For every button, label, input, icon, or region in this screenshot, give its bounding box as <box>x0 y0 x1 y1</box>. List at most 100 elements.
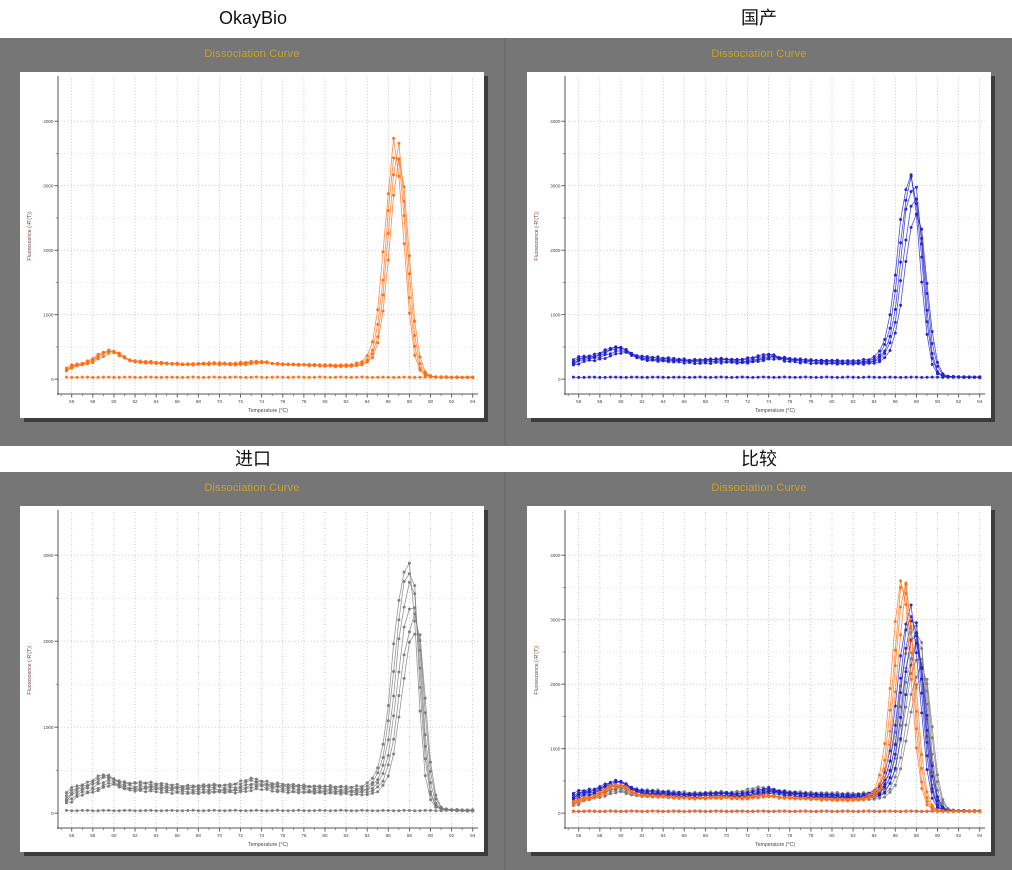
svg-text:2000: 2000 <box>550 682 561 687</box>
svg-text:74: 74 <box>766 833 772 838</box>
svg-text:1000: 1000 <box>43 725 54 730</box>
svg-text:72: 72 <box>238 399 244 404</box>
svg-text:80: 80 <box>829 399 835 404</box>
svg-text:3000: 3000 <box>43 183 54 188</box>
svg-text:88: 88 <box>914 399 920 404</box>
svg-text:68: 68 <box>196 399 202 404</box>
svg-text:72: 72 <box>745 833 751 838</box>
svg-text:94: 94 <box>470 833 476 838</box>
svg-text:1000: 1000 <box>550 746 561 751</box>
svg-text:78: 78 <box>808 833 814 838</box>
svg-text:0: 0 <box>558 377 561 382</box>
svg-text:72: 72 <box>238 833 244 838</box>
svg-text:2000: 2000 <box>43 639 54 644</box>
svg-text:84: 84 <box>872 399 878 404</box>
svg-text:Fluorescence (-R'(T)): Fluorescence (-R'(T)) <box>534 645 540 694</box>
svg-text:64: 64 <box>154 399 160 404</box>
svg-text:88: 88 <box>407 399 413 404</box>
plot-svg-1: 56 58 60 62 64 66 68 70 72 74 76 78 80 82 84 86 88 90 92 94… <box>534 76 985 414</box>
svg-text:86: 86 <box>386 399 392 404</box>
section-title-okaybio: OkayBio <box>218 8 288 28</box>
dissociation-curve-header: Dissociation Curve <box>204 48 300 60</box>
plot-svg-2: 56 58 60 62 64 66 68 70 72 74 76 78 80 82 84 86 88 90 92 94… <box>27 510 478 848</box>
svg-text:82: 82 <box>344 833 350 838</box>
dissociation-curve-header: Dissociation Curve <box>711 482 807 494</box>
svg-text:58: 58 <box>90 399 96 404</box>
svg-text:84: 84 <box>365 833 371 838</box>
svg-text:66: 66 <box>682 833 688 838</box>
svg-text:Temperature (°C): Temperature (°C) <box>755 842 795 848</box>
section-title-jinkou: 进口 <box>235 449 271 469</box>
svg-text:94: 94 <box>977 399 983 404</box>
svg-text:60: 60 <box>111 399 117 404</box>
svg-text:58: 58 <box>597 399 603 404</box>
svg-text:72: 72 <box>745 399 751 404</box>
svg-text:76: 76 <box>787 833 793 838</box>
svg-text:60: 60 <box>618 399 624 404</box>
svg-text:56: 56 <box>576 833 582 838</box>
svg-text:78: 78 <box>301 833 307 838</box>
svg-text:58: 58 <box>597 833 603 838</box>
svg-text:86: 86 <box>893 833 899 838</box>
svg-text:0: 0 <box>51 377 54 382</box>
plot-area-jinkou: 56 58 60 62 64 66 68 70 72 74 76 78 80 82 84 86 88 90 92 94… <box>20 506 484 852</box>
svg-text:3000: 3000 <box>43 553 54 558</box>
svg-text:92: 92 <box>956 399 962 404</box>
panel-jinkou: Dissociation Curve 56 58 60 62 64 66 68 70 72 74 7… <box>0 472 506 870</box>
svg-text:70: 70 <box>724 399 730 404</box>
svg-text:90: 90 <box>935 833 941 838</box>
svg-text:1000: 1000 <box>550 312 561 317</box>
svg-text:90: 90 <box>935 399 941 404</box>
svg-text:76: 76 <box>787 399 793 404</box>
svg-text:74: 74 <box>766 399 772 404</box>
svg-text:94: 94 <box>470 399 476 404</box>
svg-text:3000: 3000 <box>550 183 561 188</box>
svg-text:66: 66 <box>175 833 181 838</box>
svg-text:1000: 1000 <box>43 312 54 317</box>
plot-svg-3: 56 58 60 62 64 66 68 70 72 74 76 78 80 82 84 86 88 90 92 94… <box>534 510 985 848</box>
panels-row-top: Dissociation Curve 56 58 60 62 64 66 68 70 72 74 7… <box>0 38 1012 446</box>
svg-text:86: 86 <box>386 833 392 838</box>
svg-text:4000: 4000 <box>43 119 54 124</box>
section-title-guochan: 国产 <box>741 8 777 28</box>
svg-text:0: 0 <box>51 811 54 816</box>
svg-text:68: 68 <box>703 399 709 404</box>
svg-text:Fluorescence (-R'(T)): Fluorescence (-R'(T)) <box>27 211 33 260</box>
svg-text:62: 62 <box>132 833 138 838</box>
svg-text:56: 56 <box>69 833 75 838</box>
svg-text:4000: 4000 <box>550 119 561 124</box>
svg-text:78: 78 <box>301 399 307 404</box>
svg-text:62: 62 <box>639 833 645 838</box>
svg-text:92: 92 <box>449 399 455 404</box>
svg-text:62: 62 <box>132 399 138 404</box>
svg-text:74: 74 <box>259 833 265 838</box>
svg-text:64: 64 <box>154 833 160 838</box>
plot-area-bijiao: 56 58 60 62 64 66 68 70 72 74 76 78 80 82 84 86 88 90 92 94… <box>527 506 991 852</box>
svg-text:0: 0 <box>558 811 561 816</box>
svg-text:92: 92 <box>956 833 962 838</box>
svg-text:70: 70 <box>217 399 223 404</box>
svg-text:3000: 3000 <box>550 617 561 622</box>
svg-text:78: 78 <box>808 399 814 404</box>
dissociation-curve-header: Dissociation Curve <box>711 48 807 60</box>
svg-text:Fluorescence (-R'(T)): Fluorescence (-R'(T)) <box>27 645 33 694</box>
svg-text:74: 74 <box>259 399 265 404</box>
section-titles-bottom: 进口 比较 <box>0 446 1012 472</box>
svg-text:64: 64 <box>661 399 667 404</box>
svg-text:82: 82 <box>344 399 350 404</box>
svg-text:80: 80 <box>829 833 835 838</box>
svg-text:66: 66 <box>175 399 181 404</box>
plot-area-guochan: 56 58 60 62 64 66 68 70 72 74 76 78 80 82 84 86 88 90 92 94… <box>527 72 991 418</box>
svg-text:84: 84 <box>872 833 878 838</box>
svg-text:84: 84 <box>365 399 371 404</box>
svg-text:Temperature (°C): Temperature (°C) <box>248 408 288 414</box>
svg-text:94: 94 <box>977 833 983 838</box>
svg-text:64: 64 <box>661 833 667 838</box>
svg-text:60: 60 <box>111 833 117 838</box>
svg-text:Temperature (°C): Temperature (°C) <box>248 842 288 848</box>
panel-okaybio: Dissociation Curve 56 58 60 62 64 66 68 70 72 74 7… <box>0 38 506 446</box>
svg-text:Temperature (°C): Temperature (°C) <box>755 408 795 414</box>
svg-text:Fluorescence (-R'(T)): Fluorescence (-R'(T)) <box>534 211 540 260</box>
section-title-bijiao: 比较 <box>741 449 777 469</box>
